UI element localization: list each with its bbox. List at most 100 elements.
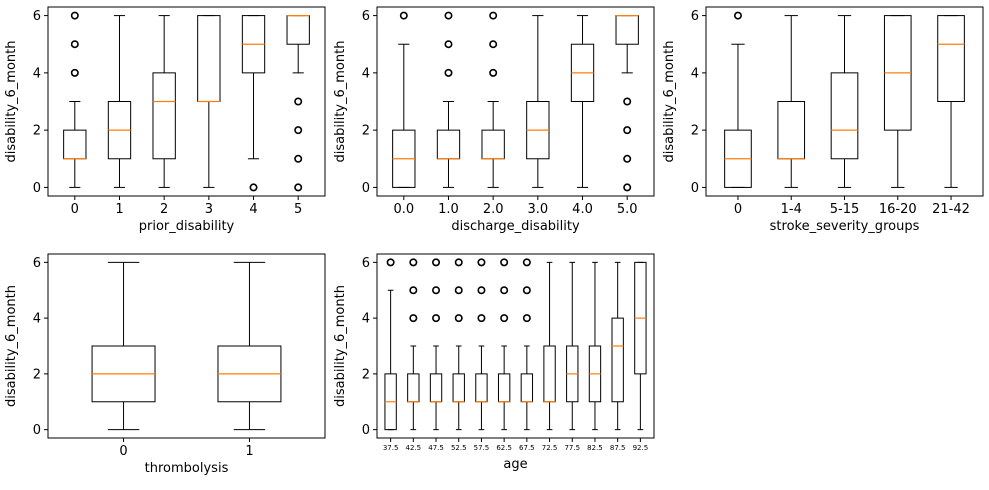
x-axis-label: stroke_severity_groups <box>770 219 920 234</box>
y-tick-label: 2 <box>362 367 370 382</box>
x-tick-label: 4.0 <box>572 202 593 217</box>
outlier-point <box>500 286 509 295</box>
outlier-point <box>489 11 498 20</box>
outlier-point <box>249 183 258 192</box>
outlier-point <box>623 154 632 163</box>
outlier-point <box>444 68 453 77</box>
x-tick-label: 3.0 <box>527 202 548 217</box>
iqr-box <box>777 101 806 160</box>
y-tick-label: 4 <box>33 66 41 81</box>
box-3.0 <box>526 15 550 188</box>
outlier-point <box>399 11 408 20</box>
outlier-point <box>294 97 303 106</box>
box-0 <box>724 11 752 188</box>
iqr-box <box>615 15 639 45</box>
box-5 <box>286 14 310 192</box>
x-tick-label: 3 <box>205 202 213 217</box>
iqr-box <box>520 373 534 403</box>
outlier-point <box>432 286 441 295</box>
x-tick-label: 92.5 <box>633 444 649 452</box>
iqr-box <box>830 72 859 160</box>
outlier-point <box>500 314 509 323</box>
iqr-box <box>429 373 443 403</box>
outlier-point <box>70 40 79 49</box>
y-tick-label: 6 <box>362 256 370 271</box>
axes-frame <box>47 6 326 197</box>
y-axis-label: disability_6_month <box>333 41 348 163</box>
iqr-box <box>937 15 965 102</box>
x-tick-label: 4 <box>249 202 257 217</box>
outlier-point <box>522 314 531 323</box>
iqr-box <box>436 129 461 160</box>
box-21-42 <box>937 15 965 188</box>
x-tick-label: 5.0 <box>617 202 638 217</box>
x-tick-label: 82.5 <box>587 444 603 452</box>
outlier-point <box>70 11 79 20</box>
iqr-box <box>611 317 624 403</box>
y-tick-label: 6 <box>362 9 370 24</box>
box-2.0 <box>481 11 505 188</box>
box-3 <box>197 15 221 188</box>
outlier-point <box>444 11 453 20</box>
y-tick-label: 2 <box>691 124 699 139</box>
outlier-point <box>623 126 632 135</box>
iqr-box <box>475 373 488 403</box>
axes-frame <box>376 253 655 439</box>
outlier-point <box>489 68 498 77</box>
x-tick-label: 1.0 <box>438 202 459 217</box>
box-4 <box>241 15 266 192</box>
y-tick-label: 4 <box>362 66 370 81</box>
y-tick-label: 2 <box>33 367 41 382</box>
box-5-15 <box>830 15 859 188</box>
subplot-2: 0 2 4 6 0.0 1.0 2.0 3.0 4.0 5.0 discharge_disabili… <box>333 6 655 234</box>
y-tick-label: 4 <box>691 66 699 81</box>
subplot-4: 0 2 4 6 0 1 thrombolysis disability_6_month <box>4 253 326 476</box>
outlier-point <box>623 183 632 192</box>
y-axis-label: disability_6_month <box>4 285 19 407</box>
x-tick-label: 2 <box>160 202 168 217</box>
box-4.0 <box>570 15 595 188</box>
x-axis-label: age <box>503 457 527 472</box>
y-axis-label: disability_6_month <box>662 41 677 163</box>
box-67.5 <box>520 258 534 431</box>
box-87.5 <box>611 261 624 431</box>
x-axis-label: prior_disability <box>139 219 235 234</box>
y-tick-label: 2 <box>33 124 41 139</box>
x-tick-label: 67.5 <box>519 444 535 452</box>
outlier-point <box>522 286 531 295</box>
box-92.5 <box>634 261 647 431</box>
box-37.5 <box>384 258 397 431</box>
box-42.5 <box>407 258 420 431</box>
x-tick-label: 1 <box>245 444 253 459</box>
y-axis-label: disability_6_month <box>333 285 348 407</box>
x-tick-label: 87.5 <box>610 444 626 452</box>
y-tick-label: 0 <box>362 181 370 196</box>
outlier-point <box>294 183 303 192</box>
x-tick-label: 5-15 <box>830 202 860 217</box>
x-tick-label: 47.5 <box>428 444 444 452</box>
outlier-point <box>294 154 303 163</box>
iqr-box <box>452 373 465 403</box>
x-tick-label: 1-4 <box>781 202 802 217</box>
x-axis-label: thrombolysis <box>145 461 229 476</box>
outlier-point <box>432 314 441 323</box>
box-5.0 <box>615 14 639 192</box>
outlier-point <box>432 258 441 267</box>
x-tick-label: 42.5 <box>406 444 422 452</box>
box-1-4 <box>777 15 806 188</box>
x-tick-label: 0.0 <box>393 202 414 217</box>
y-axis-label: disability_6_month <box>4 41 19 163</box>
subplot-5: 0 2 4 6 37.5 42.5 47.5 52.5 57.5 62.5 67.5 72.5 77.5… <box>333 253 655 472</box>
outlier-point <box>444 40 453 49</box>
outlier-point <box>409 286 418 295</box>
iqr-box <box>407 373 420 403</box>
subplot-3: 0 2 4 6 0 1-4 5-15 16-20 21-42 stroke_severity_gr… <box>662 6 984 234</box>
x-tick-label: 16-20 <box>879 202 917 217</box>
y-tick-label: 4 <box>33 312 41 327</box>
x-tick-label: 37.5 <box>383 444 399 452</box>
y-tick-label: 4 <box>362 312 370 327</box>
y-tick-label: 6 <box>691 9 699 24</box>
iqr-box <box>286 15 310 45</box>
box-16-20 <box>883 15 912 188</box>
